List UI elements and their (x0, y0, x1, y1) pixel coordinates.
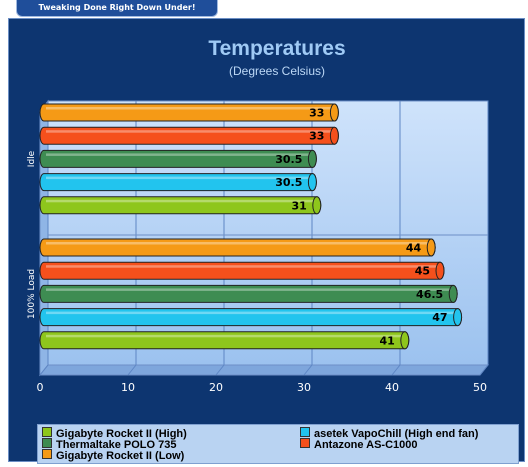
bar (39, 103, 339, 122)
legend-label: Gigabyte Rocket II (High) (56, 428, 187, 440)
bar-end-cap (448, 284, 458, 303)
x-tick-label: 50 (473, 381, 487, 394)
site-banner: Tweaking Done Right Down Under! (16, 0, 218, 17)
legend-swatch (300, 438, 310, 448)
bar-highlight (46, 311, 456, 315)
gridline-floor (479, 364, 489, 376)
legend-item: Antazone AS-C1000 (300, 438, 418, 451)
bar-end-cap (307, 173, 317, 192)
bar-end-cap (453, 308, 463, 327)
bar-end-cap (329, 126, 339, 145)
chart-title: Temperatures (208, 37, 345, 60)
bar (39, 126, 339, 145)
bar-highlight (46, 199, 315, 203)
legend-swatch (42, 427, 52, 437)
plot-area: 0 10 20 30 40 50 33 33 30.5 30.5 31 44 45 46.5 47 41 Idl… (27, 99, 490, 394)
x-tick-label: 20 (209, 381, 223, 394)
bar (39, 308, 463, 327)
gridline-floor (215, 364, 225, 376)
legend-swatch (300, 427, 310, 437)
legend-item: Thermaltake POLO 735 (42, 438, 176, 451)
temperature-chart: Temperatures (Degrees Celsius) 0 10 20 30 40… (27, 37, 490, 394)
x-tick-label: 0 (37, 381, 44, 394)
legend-swatch (42, 438, 52, 448)
bar-highlight (46, 288, 452, 291)
bar-value-label: 47 (432, 311, 447, 324)
bar-end-cap (426, 238, 436, 257)
bar-highlight (46, 130, 333, 133)
legend-label: Gigabyte Rocket II (Low) (56, 450, 185, 462)
legend-label: asetek VapoChill (High end fan) (314, 428, 479, 440)
bar (39, 261, 445, 280)
bar-value-label: 46.5 (416, 288, 443, 301)
legend-label: Thermaltake POLO 735 (56, 439, 177, 451)
bar-highlight (46, 265, 438, 268)
legend-item: Gigabyte Rocket II (High) (42, 427, 187, 440)
gridline-floor (127, 364, 137, 376)
bar (39, 331, 410, 350)
gridline-floor (39, 364, 49, 376)
chart-legend: Gigabyte Rocket II (High) asetek VapoChil… (37, 424, 519, 464)
bar-highlight (46, 242, 430, 245)
x-tick-label: 40 (385, 381, 399, 394)
legend-item: Gigabyte Rocket II (Low) (42, 449, 184, 462)
bar-highlight (46, 107, 333, 110)
category-label: 100% Load (27, 269, 37, 319)
legend-swatch (42, 449, 52, 459)
category-label: Idle (27, 150, 37, 167)
legend-label: Antazone AS-C1000 (314, 439, 418, 451)
bar-value-label: 33 (309, 107, 324, 120)
bar (39, 238, 436, 257)
bar (39, 284, 458, 303)
bar-value-label: 44 (406, 242, 422, 255)
bar-value-label: 30.5 (275, 153, 302, 166)
bar-highlight (46, 153, 311, 156)
bar-value-label: 45 (415, 265, 430, 278)
bar-end-cap (400, 331, 410, 350)
x-tick-label: 10 (121, 381, 135, 394)
legend-item: asetek VapoChill (High end fan) (300, 427, 478, 440)
bar-value-label: 33 (309, 130, 324, 143)
bar-highlight (46, 334, 403, 338)
bar-highlight (46, 176, 311, 180)
bar-end-cap (307, 149, 317, 168)
bar-value-label: 41 (379, 334, 394, 347)
bar (39, 196, 322, 215)
x-tick-label: 30 (297, 381, 311, 394)
bar-value-label: 31 (291, 199, 306, 212)
chart-panel: Temperatures (Degrees Celsius) 0 10 20 30 40… (8, 18, 525, 464)
bar-end-cap (329, 103, 339, 122)
bar-end-cap (312, 196, 322, 215)
bar-end-cap (435, 261, 445, 280)
gridline-floor (391, 364, 401, 376)
plot-floor (38, 364, 490, 376)
gridline-floor (303, 364, 313, 376)
bar-value-label: 30.5 (275, 176, 302, 189)
chart-subtitle: (Degrees Celsius) (229, 64, 325, 78)
